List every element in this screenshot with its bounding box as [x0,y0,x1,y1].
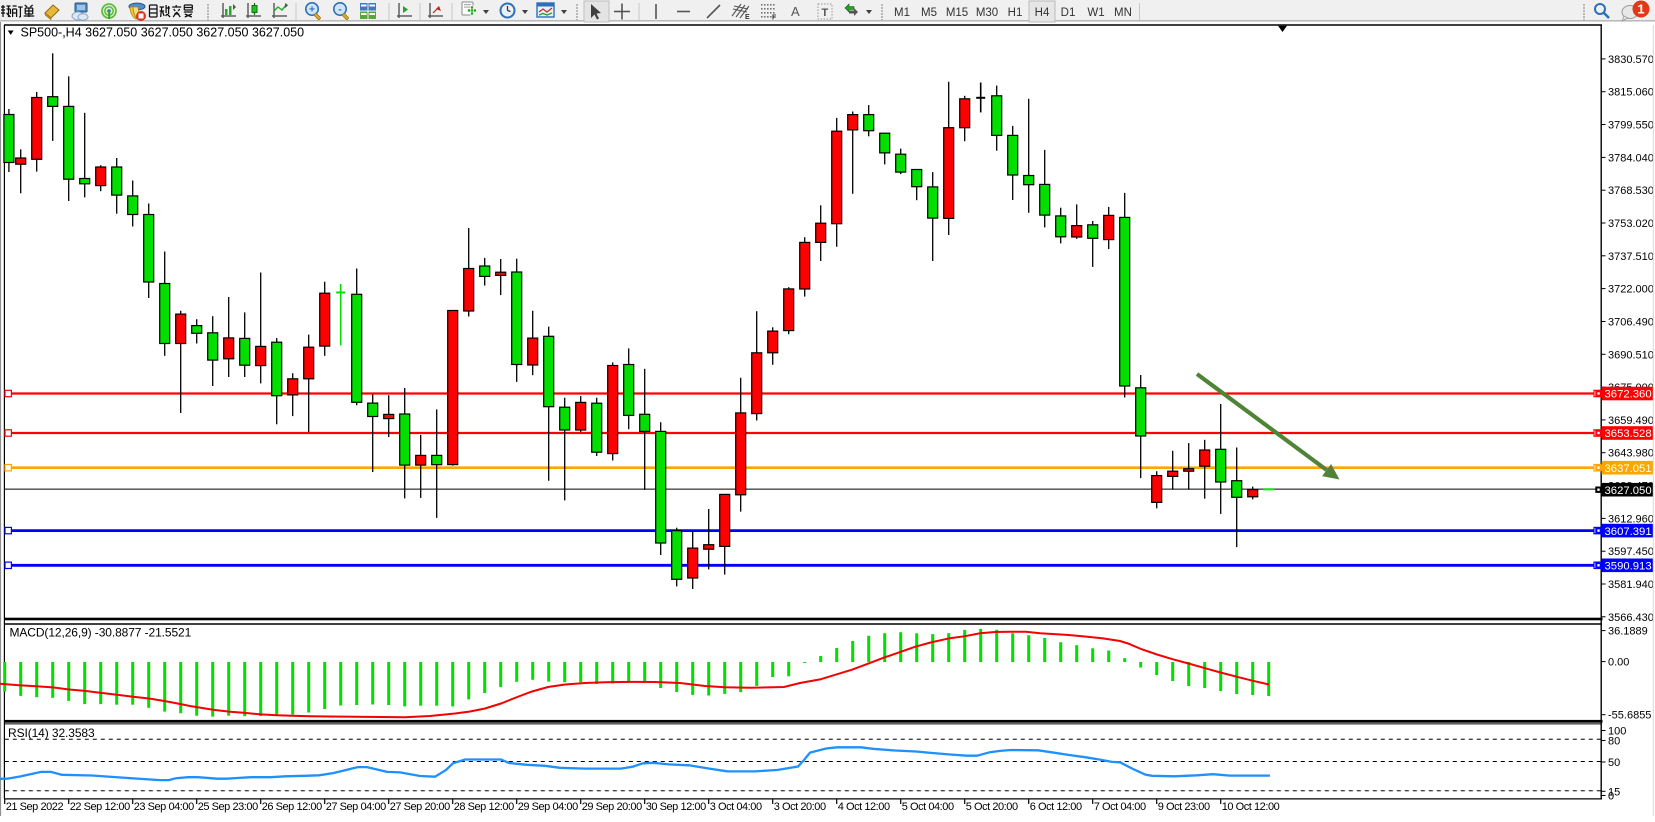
svg-text:3607.391: 3607.391 [1605,526,1652,538]
svg-text:M5: M5 [921,7,937,19]
svg-text:0.00: 0.00 [1608,657,1629,669]
svg-text:3590.913: 3590.913 [1605,561,1652,573]
svg-text:30 Sep 12:00: 30 Sep 12:00 [646,801,706,813]
svg-text:3597.450: 3597.450 [1608,546,1654,558]
svg-text:27 Sep 04:00: 27 Sep 04:00 [326,801,386,813]
svg-text:M15: M15 [946,7,968,19]
svg-text:3 Oct 04:00: 3 Oct 04:00 [710,801,762,813]
svg-text:15: 15 [1608,786,1620,798]
svg-text:3659.490: 3659.490 [1608,415,1654,427]
svg-text:7 Oct 04:00: 7 Oct 04:00 [1094,801,1146,813]
svg-text:5 Oct 04:00: 5 Oct 04:00 [902,801,954,813]
svg-text:MACD(12,26,9) -30.8877 -21.552: MACD(12,26,9) -30.8877 -21.5521 [10,626,192,640]
svg-text:50: 50 [1608,757,1620,769]
svg-text:27 Sep 20:00: 27 Sep 20:00 [390,801,450,813]
svg-text:M30: M30 [976,7,998,19]
svg-text:3737.510: 3737.510 [1608,251,1654,263]
svg-text:3722.000: 3722.000 [1608,284,1654,296]
svg-text:3 Oct 20:00: 3 Oct 20:00 [774,801,826,813]
svg-text:3672.360: 3672.360 [1605,389,1652,401]
svg-text:E: E [745,14,750,21]
svg-text:80: 80 [1608,736,1620,748]
svg-text:3612.960: 3612.960 [1608,513,1654,525]
svg-text:25 Sep 23:00: 25 Sep 23:00 [198,801,258,813]
svg-text:3653.528: 3653.528 [1605,428,1652,440]
svg-text:23 Sep 04:00: 23 Sep 04:00 [134,801,194,813]
svg-text:T: T [822,7,829,19]
svg-text:3830.570: 3830.570 [1608,54,1654,66]
svg-text:SP500-,H4 3627.050 3627.050 3: SP500-,H4 3627.050 3627.050 3627.050 362… [21,26,305,40]
svg-text:3815.060: 3815.060 [1608,87,1654,99]
svg-text:22 Sep 12:00: 22 Sep 12:00 [70,801,130,813]
svg-text:A: A [791,4,800,19]
svg-text:3753.020: 3753.020 [1608,218,1654,230]
svg-text:28 Sep 12:00: 28 Sep 12:00 [454,801,514,813]
svg-text:3706.490: 3706.490 [1608,317,1654,329]
svg-text:MN: MN [1114,7,1132,19]
svg-text:M1: M1 [894,7,910,19]
svg-text:21 Sep 2022: 21 Sep 2022 [6,801,64,813]
svg-text:W1: W1 [1087,7,1104,19]
svg-text:3581.940: 3581.940 [1608,579,1654,591]
svg-text:3643.980: 3643.980 [1608,448,1654,460]
svg-text:9 Oct 23:00: 9 Oct 23:00 [1158,801,1210,813]
svg-text:-55.6855: -55.6855 [1608,710,1651,722]
svg-text:5 Oct 20:00: 5 Oct 20:00 [966,801,1018,813]
svg-text:RSI(14) 32.3583: RSI(14) 32.3583 [8,726,95,740]
svg-text:29 Sep 20:00: 29 Sep 20:00 [582,801,642,813]
svg-text:D1: D1 [1061,7,1076,19]
svg-text:H1: H1 [1008,7,1023,19]
svg-text:1: 1 [1637,2,1644,17]
svg-text:6 Oct 12:00: 6 Oct 12:00 [1030,801,1082,813]
svg-text:+: + [309,5,315,16]
svg-text:3690.510: 3690.510 [1608,349,1654,361]
svg-text:0: 0 [1608,791,1614,803]
svg-text:3799.550: 3799.550 [1608,120,1654,132]
svg-text:29 Sep 04:00: 29 Sep 04:00 [518,801,578,813]
svg-text:H4: H4 [1035,7,1050,19]
svg-text:3637.051: 3637.051 [1605,463,1652,475]
svg-text:4 Oct 12:00: 4 Oct 12:00 [838,801,890,813]
svg-text:26 Sep 12:00: 26 Sep 12:00 [262,801,322,813]
svg-text:3768.530: 3768.530 [1608,185,1654,197]
svg-text:10 Oct 12:00: 10 Oct 12:00 [1222,801,1280,813]
svg-text:36.1889: 36.1889 [1608,626,1648,638]
svg-text:3627.050: 3627.050 [1605,485,1652,497]
svg-text:F: F [772,15,777,22]
svg-text:3784.040: 3784.040 [1608,152,1654,164]
svg-text:3566.430: 3566.430 [1608,612,1654,624]
svg-text:-: - [338,5,341,16]
svg-text:100: 100 [1608,726,1626,738]
